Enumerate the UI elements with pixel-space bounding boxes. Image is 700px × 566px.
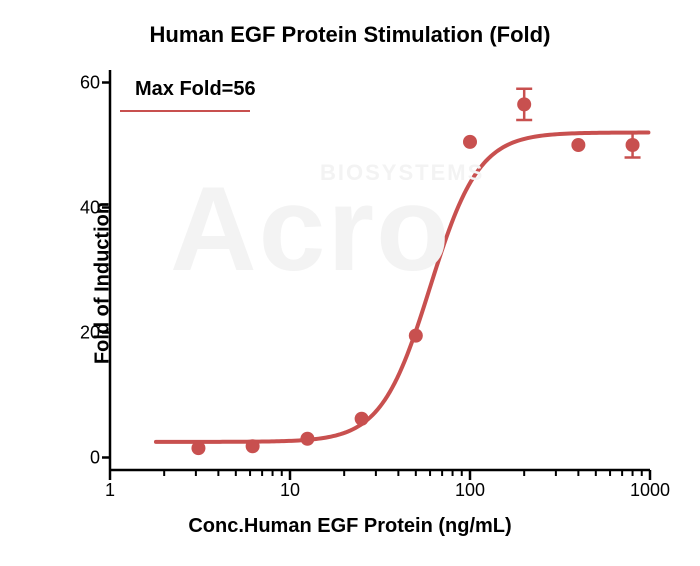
x-tick-label: 100: [455, 470, 485, 501]
y-tick-label: 60: [80, 72, 110, 93]
x-tick-label: 1000: [630, 470, 670, 501]
x-tick-label: 10: [280, 470, 300, 501]
legend-text: Max Fold=56: [135, 78, 256, 101]
plot-area: BIOSYSTEMS Acro 02040601101001000: [110, 70, 650, 470]
y-tick-label: 0: [90, 447, 110, 468]
y-tick-label: 20: [80, 322, 110, 343]
chart-title: Human EGF Protein Stimulation (Fold): [0, 22, 700, 48]
plot-svg: [110, 70, 650, 470]
x-tick-label: 1: [105, 470, 115, 501]
legend-line: [120, 110, 250, 112]
chart-container: Human EGF Protein Stimulation (Fold) Fol…: [0, 0, 700, 566]
x-axis-label: Conc.Human EGF Protein (ng/mL): [0, 515, 700, 538]
y-tick-label: 40: [80, 197, 110, 218]
